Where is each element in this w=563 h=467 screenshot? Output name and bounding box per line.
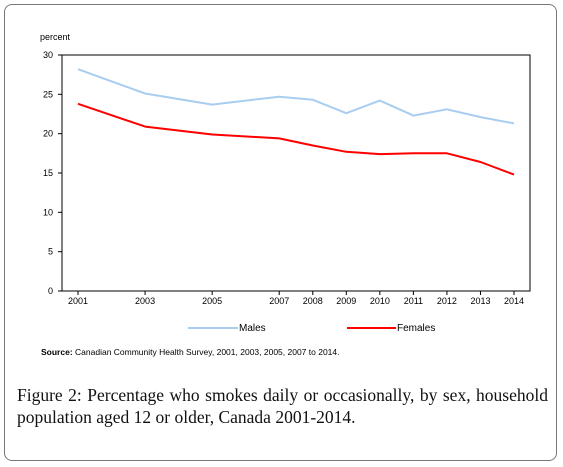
x-tick-label: 2005 [202,296,222,306]
y-tick-label: 5 [48,247,53,257]
x-axis: 2001 2003 2005 2007 2008 2009 2010 2011 2012 2013… [68,291,524,306]
y-tick-label: 0 [48,286,53,296]
source-label: Source: [41,347,73,357]
y-tick-label: 10 [43,207,53,217]
series-line-males [77,68,515,125]
plot-area [61,54,531,292]
series-layer [77,68,515,176]
x-tick-label: 2010 [370,296,390,306]
x-tick-label: 2007 [269,296,289,306]
y-tick-label: 30 [43,50,53,60]
x-tick-label: 2008 [303,296,323,306]
series-line-females [77,102,515,176]
x-tick-label: 2003 [135,296,155,306]
y-tick-label: 25 [43,89,53,99]
legend: Males Females [188,323,435,334]
x-tick-label: 2001 [68,296,88,306]
y-axis: 0 5 10 15 20 25 30 [43,50,62,296]
figure-caption: Figure 2: Percentage who smokes daily or… [17,384,548,428]
legend-label-males: Males [239,323,266,334]
figure-label: Figure 2: [17,385,82,405]
y-axis-title: percent [40,32,71,42]
chart-source-note: Source: Canadian Community Health Survey… [41,347,541,357]
x-tick-label: 2013 [470,296,490,306]
caption-text: Percentage who smokes daily or occasiona… [17,385,548,427]
x-tick-label: 2009 [336,296,356,306]
figure-frame [4,4,557,461]
x-tick-label: 2011 [404,296,423,306]
x-tick-label: 2012 [437,296,457,306]
source-text: Canadian Community Health Survey, 2001, … [75,347,340,357]
legend-label-females: Females [397,323,435,334]
y-tick-label: 20 [43,129,53,139]
x-tick-label: 2014 [504,296,524,306]
y-tick-label: 15 [43,168,53,178]
